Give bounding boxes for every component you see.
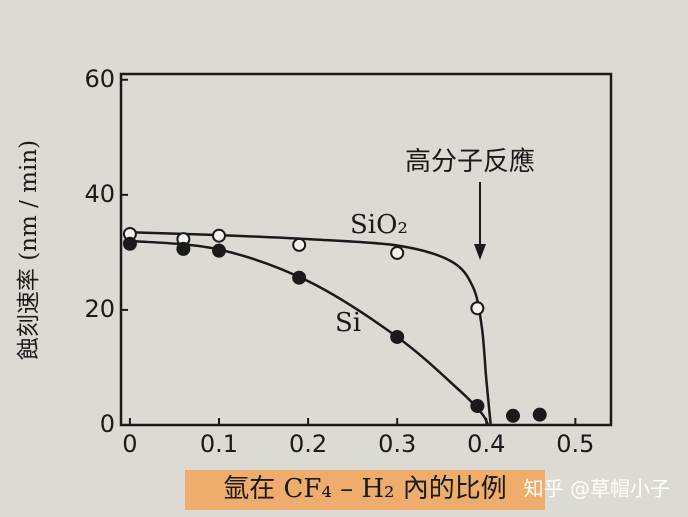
y-tick-label: 20 <box>84 295 115 323</box>
point <box>532 407 547 422</box>
arrow-head <box>474 244 486 260</box>
point <box>390 329 405 344</box>
point <box>176 241 191 256</box>
x-axis-label: 氩在 CF₄ – H₂ 內的比例 <box>223 474 507 504</box>
x-tick-label: 0.5 <box>556 430 594 458</box>
point <box>122 236 137 251</box>
x-tick-label: 0.1 <box>200 430 238 458</box>
point <box>470 399 485 414</box>
y-tick-label: 60 <box>84 65 115 93</box>
point <box>390 245 405 260</box>
point <box>292 237 307 252</box>
point <box>212 228 226 243</box>
highlight <box>185 470 545 510</box>
watermark: 知乎 @草帽小子 <box>524 477 670 501</box>
series-label: Si <box>335 308 361 338</box>
y-tick-label: 40 <box>84 180 115 208</box>
annotation: 高分子反應 <box>405 147 535 177</box>
series-label: SiO₂ <box>350 210 408 240</box>
point <box>292 270 307 285</box>
curve <box>129 230 492 426</box>
x-tick-label: 0.2 <box>289 430 327 458</box>
x-tick-label: 0 <box>122 430 137 458</box>
y-axis-label: 蝕刻速率 (nm / min) <box>16 140 42 360</box>
point <box>506 408 520 423</box>
plot-frame <box>119 72 613 427</box>
point <box>212 243 226 258</box>
x-tick-label: 0.3 <box>378 430 416 458</box>
point <box>470 301 485 316</box>
y-tick-label: 0 <box>100 410 115 438</box>
x-tick-label: 0.4 <box>467 430 505 458</box>
